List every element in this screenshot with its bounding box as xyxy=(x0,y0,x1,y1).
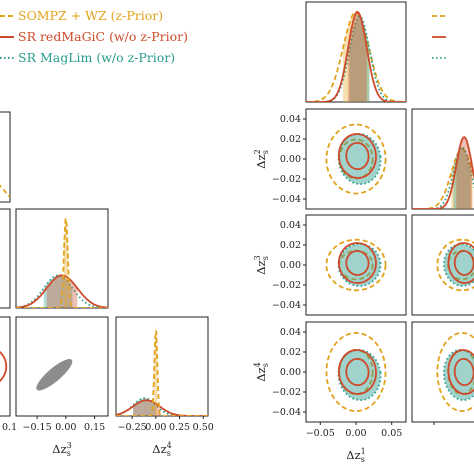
legend: SOMPZ + WZ (z-Prior) SR redMaGiC (w/o z-… xyxy=(0,8,188,65)
right-row1-axis-label: Δz2s xyxy=(253,149,270,168)
left-dz3-axis-ticklabel: 0.15 xyxy=(84,422,105,433)
right-2d-1-3-redmagic-outer xyxy=(337,242,377,284)
left-dz3-hist-redmagic-curve xyxy=(16,274,108,308)
left-r0c0-curve-curve xyxy=(0,184,10,198)
right-dz1-axis-ticklabel: 0.00 xyxy=(345,428,366,439)
right-2d-1-3-sompz-outer xyxy=(325,238,387,292)
right-2d-1-4-sompz-outer xyxy=(325,331,387,412)
right-row2-yaxis-ticklabel: 0.04 xyxy=(280,220,301,231)
left-dz3-hist-sompz xyxy=(16,216,108,308)
right-row3-yaxis-ticklabel: 0.00 xyxy=(280,367,301,378)
left-dz4-axis-ticklabel: 0.25 xyxy=(169,422,190,433)
right-dz2-hist-redmagic xyxy=(412,136,474,209)
left-panel-r0c0-frame xyxy=(0,111,11,203)
right-2d-1-4-redmagic-inner xyxy=(345,357,370,387)
right-panel-r2c1-frame xyxy=(411,214,474,316)
right-row2-yaxis-ticklabel: 0.00 xyxy=(280,260,301,271)
right-dz1-hist-redmagic-band xyxy=(348,12,367,102)
left-dz4-hist-redmagic-band xyxy=(133,400,160,416)
left-dz4-hist-sompz-curve xyxy=(116,330,208,416)
right-dz1-hist-redmagic xyxy=(306,10,406,102)
right-panel-r3c1-frame xyxy=(411,321,474,423)
left-panel-dz3-hist-frame xyxy=(15,208,109,309)
left-panel-r2c0-frame xyxy=(0,316,11,417)
left-edge-ticklabel: 0.1 xyxy=(2,422,17,433)
left-dz4-axis-ticklabel: 0.50 xyxy=(193,422,214,433)
right-dz1-axis-ticklabel: 0.05 xyxy=(381,428,402,439)
legend-label-sompz: SOMPZ + WZ (z-Prior) xyxy=(18,8,163,23)
right-2d-1-2-sompz-outer-contour xyxy=(325,123,387,195)
right-2d-1-4-redmagic-outer xyxy=(337,349,377,395)
right-2d-1-2-redmagic-outer xyxy=(337,133,377,179)
right-row3-axis-label: Δz4s xyxy=(253,362,270,381)
right-row3-yaxis-ticklabel: 0.04 xyxy=(280,327,301,338)
right-2d-1-4-redmagic-outer-contour xyxy=(337,349,377,395)
left-dz4-hist-redmagic xyxy=(116,399,208,416)
left-dz3-axis-label: Δz3 s xyxy=(52,441,71,458)
right-2d-2-3-redmagic-outer xyxy=(447,242,474,284)
right-dz1-axis-label: Δz1 s xyxy=(346,447,365,464)
right-2d-2-3-sompz-outer-contour xyxy=(436,238,474,292)
right-2d-1-3-sompz-outer-contour xyxy=(325,238,387,292)
left-dz3-hist-maglim-curve xyxy=(16,274,108,308)
right-dz1-hist-redmagic-curve xyxy=(306,10,406,102)
right-2d-1-2-redmagic-outer-contour xyxy=(337,133,377,179)
right-row3-yaxis-ticklabel: −0.04 xyxy=(272,407,301,418)
right-row1-yaxis-ticklabel: 0.04 xyxy=(280,114,301,125)
left-r2c0-redmagic xyxy=(0,350,8,383)
right-2d-1-4-redmagic-inner-contour xyxy=(345,357,370,387)
right-row3-yaxis-ticklabel: 0.02 xyxy=(280,347,301,358)
right-panel-dz2-hist-frame xyxy=(411,108,474,210)
legend-label-maglim: SR MagLim (w/o z-Prior) xyxy=(18,50,175,65)
left-2d-maglim-outer-contour xyxy=(36,358,73,391)
right-2d-1-4-sompz-outer-contour xyxy=(325,331,387,412)
left-dz4-axis-label: Δz4 s xyxy=(152,441,171,458)
left-dz4-hist-redmagic-curve xyxy=(116,399,208,416)
right-2d-2-4-sompz-outer-contour xyxy=(436,332,474,412)
right-row2-yaxis-ticklabel: 0.02 xyxy=(280,240,301,251)
right-2d-2-4-redmagic-outer xyxy=(447,349,474,395)
right-panel-dz1-hist-frame xyxy=(305,1,407,103)
right-dz1-axis-ticklabel: −0.05 xyxy=(306,428,335,439)
right-2d-1-2-redmagic-inner-contour xyxy=(345,141,370,171)
left-panel-dz4-hist-frame xyxy=(115,316,209,417)
left-panel-dz3-dz4-frame xyxy=(15,316,109,417)
right-2d-1-2-sompz-outer xyxy=(325,123,387,195)
right-2d-1-3-redmagic-outer-contour xyxy=(337,242,377,284)
right-row3-yaxis-ticklabel: −0.02 xyxy=(272,387,301,398)
right-row2-axis-label: Δz3s xyxy=(253,255,270,274)
left-dz4-hist-sompz xyxy=(116,326,208,416)
left-r0c0-curve xyxy=(0,184,10,198)
left-panel-r1c0-frame xyxy=(0,208,11,309)
right-2d-2-4-redmagic-outer-contour xyxy=(447,349,474,395)
right-row2-yaxis-ticklabel: −0.04 xyxy=(272,300,301,311)
left-dz3-hist-sompz-curve xyxy=(16,218,108,308)
right-2d-2-3-sompz-outer xyxy=(436,238,474,292)
left-dz4-axis-ticklabel: −0.25 xyxy=(118,422,147,433)
left-dz3-axis-ticklabel: 0.00 xyxy=(55,422,76,433)
left-2d-maglim-outer xyxy=(36,358,73,391)
left-dz3-axis-ticklabel: −0.15 xyxy=(23,422,52,433)
right-dz2-hist-redmagic-band xyxy=(456,137,472,209)
right-row1-yaxis-ticklabel: −0.02 xyxy=(272,174,301,185)
right-2d-1-3-redmagic-inner xyxy=(345,250,370,276)
left-r2c0-redmagic-contour xyxy=(0,350,8,383)
right-row1-yaxis-ticklabel: −0.04 xyxy=(272,194,301,205)
right-dz2-hist-redmagic-curve xyxy=(412,136,474,209)
right-2d-2-3-redmagic-outer-contour xyxy=(447,242,474,284)
right-2d-1-3-redmagic-inner-contour xyxy=(345,250,370,276)
legend-label-redmagic: SR redMaGiC (w/o z-Prior) xyxy=(18,29,188,44)
right-row1-yaxis-ticklabel: 0.00 xyxy=(280,154,301,165)
right-row1-yaxis-ticklabel: 0.02 xyxy=(280,134,301,145)
right-2d-2-4-sompz-outer xyxy=(436,332,474,412)
left-dz4-axis-ticklabel: 0.00 xyxy=(145,422,166,433)
right-2d-1-2-redmagic-inner xyxy=(345,141,370,171)
right-row2-yaxis-ticklabel: −0.02 xyxy=(272,280,301,291)
